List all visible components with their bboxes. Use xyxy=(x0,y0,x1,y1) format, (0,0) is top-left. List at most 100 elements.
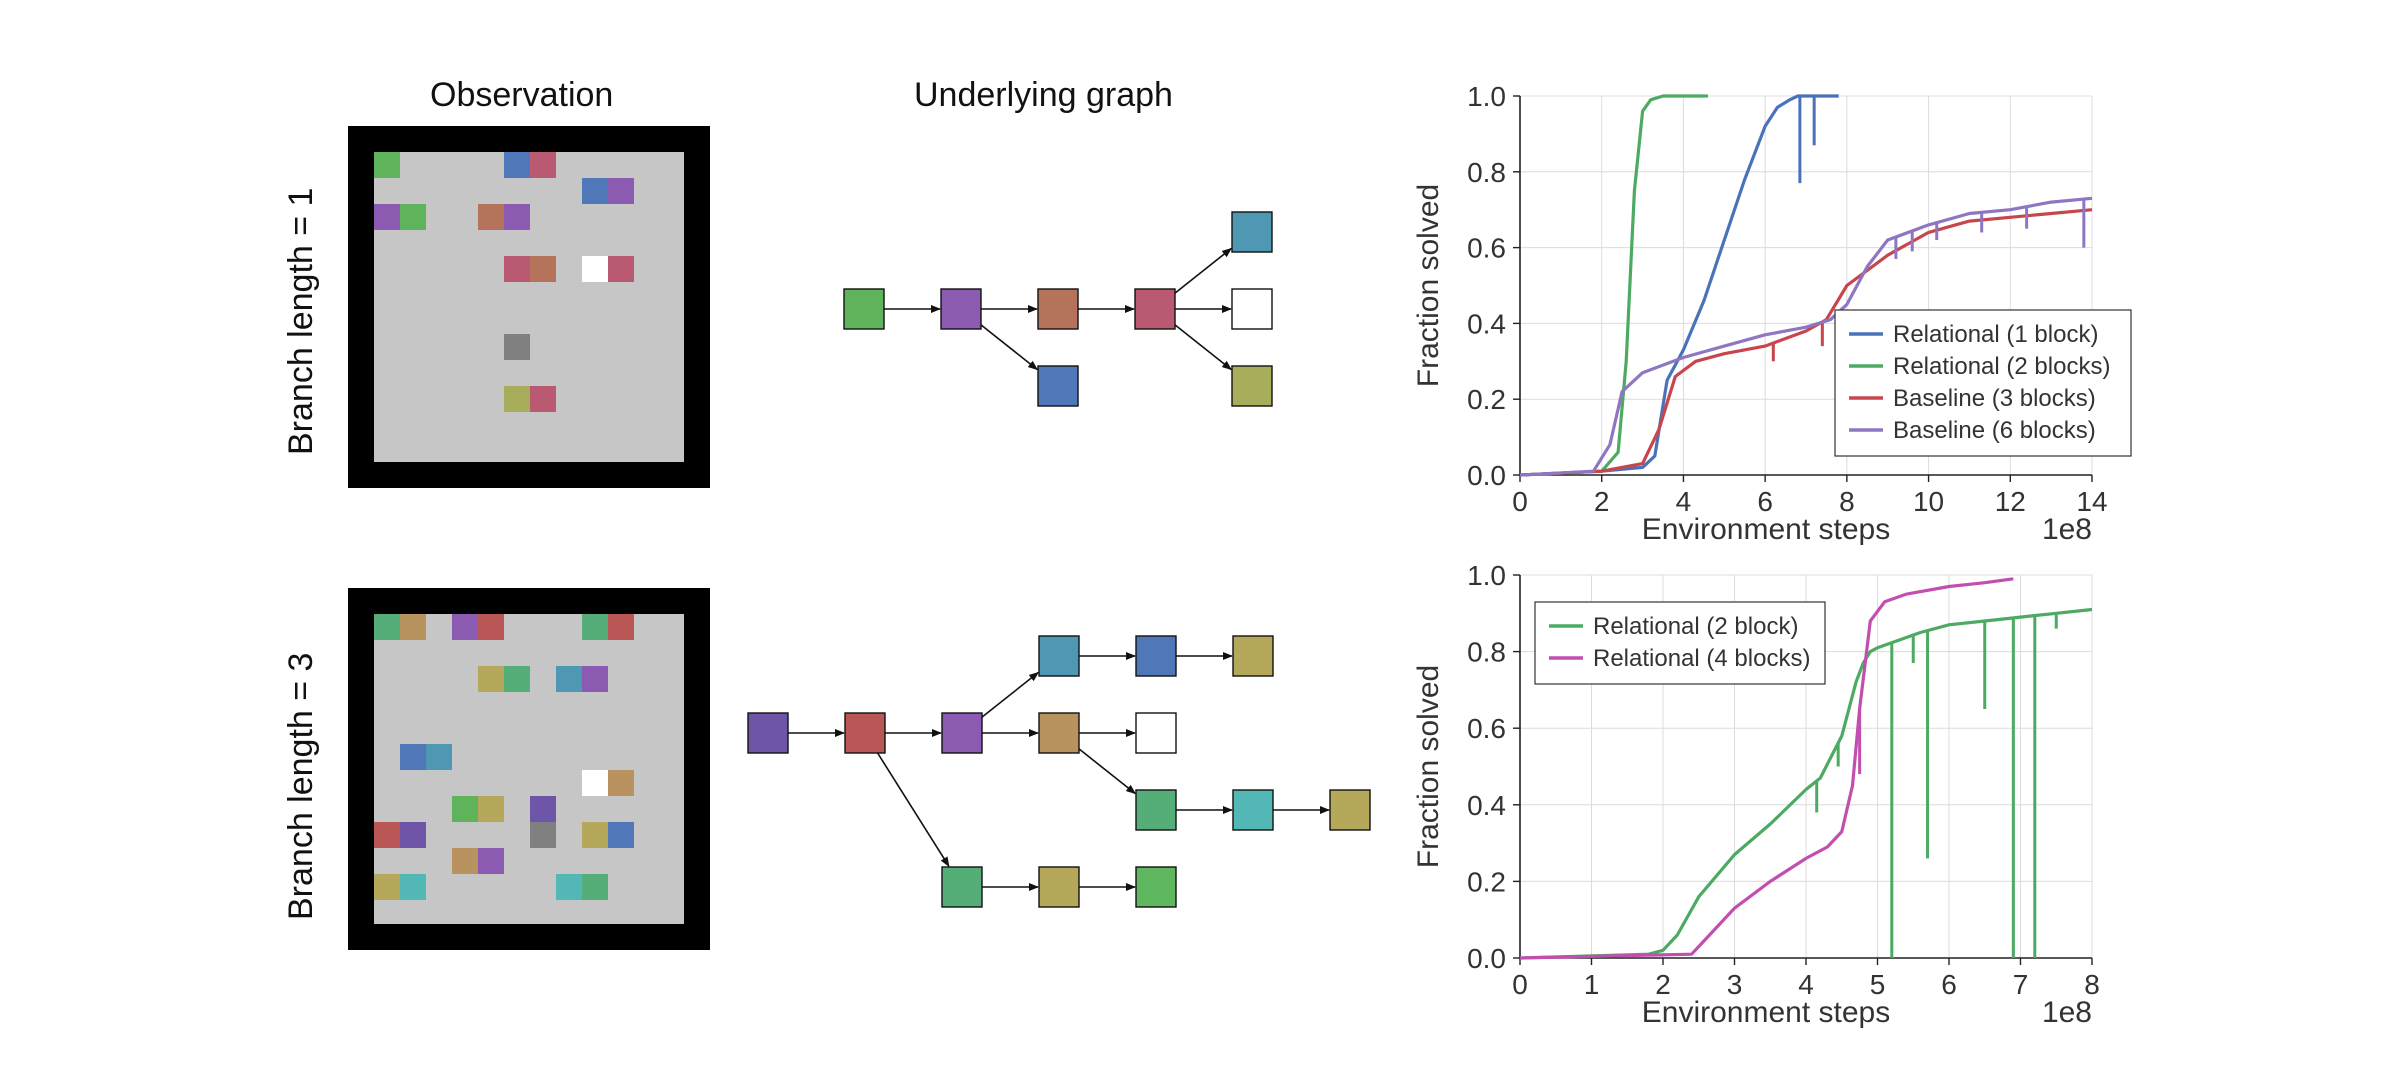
legend-box xyxy=(1534,601,1826,685)
y-tick-label: 0.0 xyxy=(1467,460,1506,491)
y-tick-label: 0.4 xyxy=(1467,790,1506,821)
y-axis-label: Fraction solved xyxy=(1412,665,1445,868)
x-tick-label: 10 xyxy=(1913,486,1944,517)
graph-title: Underlying graph xyxy=(914,76,1173,114)
observation-tile xyxy=(608,770,634,796)
graph-node xyxy=(843,288,885,330)
observation-grid xyxy=(374,152,684,462)
graph-node xyxy=(1232,789,1274,831)
x-tick-label: 8 xyxy=(2084,969,2100,1000)
x-axis-multiplier: 1e8 xyxy=(2042,996,2092,1029)
graph-node xyxy=(844,712,886,754)
observation-tile xyxy=(400,822,426,848)
observation-tile xyxy=(582,822,608,848)
observation-tile xyxy=(582,614,608,640)
graph-node xyxy=(1038,866,1080,908)
x-tick-label: 4 xyxy=(1676,486,1692,517)
legend-label: Relational (1 block) xyxy=(1893,321,2098,348)
x-tick-label: 5 xyxy=(1870,969,1886,1000)
legend-label: Baseline (3 blocks) xyxy=(1893,385,2096,412)
x-tick-label: 8 xyxy=(1839,486,1855,517)
observation-tile xyxy=(426,744,452,770)
observation-tile xyxy=(400,614,426,640)
observation-tile xyxy=(374,614,400,640)
observation-tile xyxy=(504,334,530,360)
observation-tile xyxy=(582,666,608,692)
observation-tile xyxy=(608,822,634,848)
y-tick-label: 0.8 xyxy=(1467,157,1506,188)
x-axis-label: Environment steps xyxy=(1642,513,1890,546)
x-tick-label: 0 xyxy=(1512,969,1528,1000)
observation-panel-1 xyxy=(348,126,710,488)
observation-title: Observation xyxy=(430,76,614,114)
observation-tile xyxy=(582,874,608,900)
graph-node xyxy=(1038,635,1080,677)
observation-tile xyxy=(478,614,504,640)
observation-tile xyxy=(530,152,556,178)
observation-tile xyxy=(504,152,530,178)
graph-node xyxy=(1038,712,1080,754)
graph-node xyxy=(1135,635,1177,677)
graph-node xyxy=(1135,712,1177,754)
graph-node xyxy=(1231,288,1273,330)
x-tick-label: 2 xyxy=(1594,486,1610,517)
graph-node xyxy=(940,288,982,330)
graph-node xyxy=(1037,288,1079,330)
observation-tile xyxy=(478,796,504,822)
graph-node xyxy=(747,712,789,754)
x-tick-label: 3 xyxy=(1727,969,1743,1000)
x-tick-label: 7 xyxy=(2013,969,2029,1000)
observation-tile xyxy=(504,386,530,412)
legend-label: Baseline (6 blocks) xyxy=(1893,417,2096,444)
x-axis-label: Environment steps xyxy=(1642,996,1890,1029)
x-axis-multiplier: 1e8 xyxy=(2042,513,2092,546)
observation-tile xyxy=(452,796,478,822)
x-tick-label: 0 xyxy=(1512,486,1528,517)
observation-tile xyxy=(530,386,556,412)
observation-tile xyxy=(478,666,504,692)
x-tick-label: 2 xyxy=(1655,969,1671,1000)
graph-node xyxy=(1231,211,1273,253)
observation-tile xyxy=(478,848,504,874)
graph-edge xyxy=(876,752,950,868)
observation-tile xyxy=(582,770,608,796)
x-tick-label: 12 xyxy=(1995,486,2026,517)
observation-tile xyxy=(400,204,426,230)
series-line xyxy=(1519,607,2093,960)
observation-tile xyxy=(556,666,582,692)
observation-tile xyxy=(582,178,608,204)
x-tick-label: 14 xyxy=(2076,486,2107,517)
series-line xyxy=(1519,94,1708,477)
graph-node xyxy=(941,712,983,754)
x-tick-label: 1 xyxy=(1584,969,1600,1000)
x-tick-label: 6 xyxy=(1757,486,1773,517)
graph-edge xyxy=(1078,748,1137,795)
observation-tile xyxy=(582,256,608,282)
y-tick-label: 0.4 xyxy=(1467,308,1506,339)
graph-edge xyxy=(980,324,1039,371)
observation-tile xyxy=(478,204,504,230)
observation-tile xyxy=(400,874,426,900)
y-tick-label: 0.2 xyxy=(1467,384,1506,415)
legend-label: Relational (2 block) xyxy=(1593,613,1798,640)
graph-node xyxy=(1134,288,1176,330)
series-line xyxy=(1519,196,2093,477)
graph-node xyxy=(941,866,983,908)
observation-tile xyxy=(608,256,634,282)
observation-tile xyxy=(374,874,400,900)
graph-node xyxy=(1037,365,1079,407)
y-tick-label: 0.2 xyxy=(1467,866,1506,897)
observation-tile xyxy=(530,822,556,848)
observation-grid xyxy=(374,614,684,924)
series-line xyxy=(1519,577,2014,960)
graph-node xyxy=(1232,635,1274,677)
observation-tile xyxy=(400,744,426,770)
graph-node xyxy=(1329,789,1371,831)
y-tick-label: 1.0 xyxy=(1467,81,1506,112)
observation-tile xyxy=(452,848,478,874)
observation-tile xyxy=(504,256,530,282)
y-tick-label: 1.0 xyxy=(1467,560,1506,591)
